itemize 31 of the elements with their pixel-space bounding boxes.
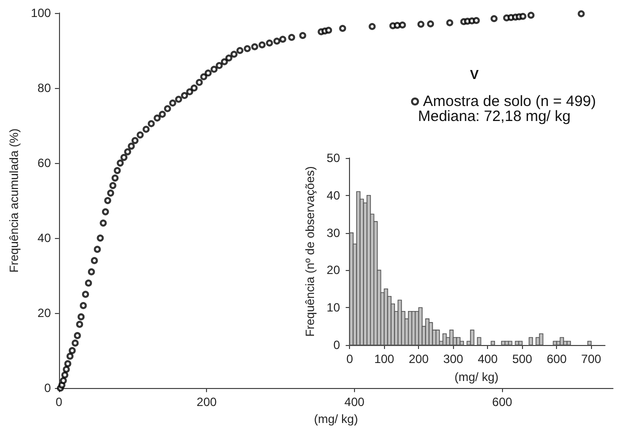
legend-label: Amostra de solo (n = 499) — [423, 93, 596, 110]
x-tick-label: 600 — [492, 395, 513, 410]
x-tick-label: 100 — [374, 352, 395, 366]
x-tick-label: 400 — [344, 395, 365, 410]
y-axis-title: Frequência (nº de observações) — [302, 166, 317, 337]
y-tick-label: 0 — [44, 381, 52, 396]
x-tick-label: 200 — [408, 352, 430, 366]
y-tick-label: 50 — [326, 151, 340, 165]
y-tick-label: 20 — [326, 263, 340, 278]
x-tick-label: 700 — [581, 352, 602, 366]
y-tick-label: 100 — [30, 6, 52, 20]
y-tick-label: 30 — [326, 226, 340, 240]
y-tick-label: 40 — [38, 231, 52, 246]
x-tick-label: 500 — [512, 352, 533, 366]
y-axis-title: Frequência acumulada (%) — [7, 128, 21, 273]
y-tick-label: 40 — [326, 188, 340, 202]
y-tick-label: 20 — [38, 306, 52, 320]
x-axis-title: (mg/ kg) — [314, 412, 358, 426]
y-tick-label: 80 — [38, 81, 52, 96]
y-tick-label: 10 — [326, 300, 340, 315]
x-tick-label: 0 — [56, 395, 63, 410]
annotation: Mediana: 72,18 mg/ kg — [418, 108, 571, 125]
y-tick-label: 0 — [333, 338, 340, 352]
y-tick-label: 60 — [38, 156, 52, 170]
legend-title: V — [470, 67, 479, 82]
x-tick-label: 200 — [196, 395, 218, 410]
x-tick-label: 300 — [443, 352, 464, 366]
x-tick-label: 0 — [346, 352, 354, 366]
x-tick-label: 400 — [478, 352, 498, 366]
x-tick-label: 600 — [546, 352, 568, 366]
x-axis-title: (mg/ kg) — [454, 370, 499, 384]
